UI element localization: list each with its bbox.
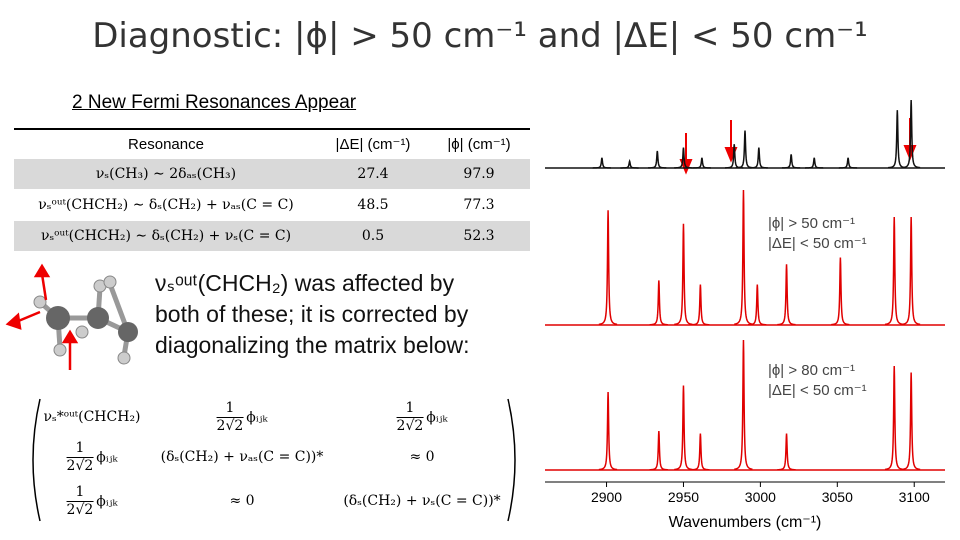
text-line: νₛᵒᵘᵗ(CHCH₂) was affected by (155, 268, 470, 299)
peak (691, 433, 710, 471)
peak (805, 157, 824, 169)
header-row: Resonance |ΔE| (cm⁻¹) |ϕ| (cm⁻¹) (14, 128, 530, 159)
peak (649, 280, 668, 326)
displacement-arrows (5, 263, 79, 370)
x-axis-label: Wavenumbers (cm⁻¹) (669, 514, 822, 531)
peak (674, 223, 693, 326)
peak (734, 339, 753, 471)
panel-label: |ϕ| > 50 cm⁻¹ (768, 215, 855, 232)
cell: 0.5 (318, 220, 428, 252)
peak (735, 130, 755, 169)
cell: 97.9 (428, 158, 530, 190)
text-line: both of these; it is corrected by (155, 301, 469, 327)
hydrogens (33, 275, 131, 365)
peak (648, 150, 667, 169)
peak (674, 385, 693, 471)
peak (598, 210, 618, 326)
peak (692, 157, 711, 169)
cell: 52.3 (428, 220, 530, 252)
peak (649, 430, 668, 471)
cell: 77.3 (428, 189, 530, 221)
atoms (46, 306, 138, 342)
x-tick-label: 3000 (745, 489, 776, 505)
peak (592, 157, 611, 169)
peak (598, 391, 618, 471)
cell: νₛ(CH₃) ∼ 2δₐₛ(CH₃) (14, 158, 318, 190)
slide-title: Diagnostic: |ϕ| > 50 cm⁻¹ and |ΔE| < 50 … (92, 16, 868, 56)
panel-label: |ϕ| > 80 cm⁻¹ (768, 362, 855, 379)
resonance-table: Resonance |ΔE| (cm⁻¹) |ϕ| (cm⁻¹) νₛ(CH₃)… (14, 128, 530, 252)
peak (838, 157, 858, 169)
peak (777, 433, 796, 471)
peak (901, 216, 921, 326)
subtitle: 2 New Fermi Resonances Appear (72, 92, 357, 113)
x-tick-label: 3100 (899, 489, 930, 505)
peak (749, 147, 768, 169)
x-tick-label: 2900 (591, 489, 622, 505)
peak (884, 216, 904, 326)
text: was affected by (294, 270, 455, 296)
header-cell: |ΔE| (cm⁻¹) (318, 128, 428, 159)
peak (674, 147, 693, 169)
cell: νₛᵒᵘᵗ(CHCH₂) ∼ δₛ(CH₂) + νₐₛ(C = C) (14, 189, 318, 221)
peak (888, 110, 907, 169)
molecule (5, 263, 138, 370)
body-text: νₛᵒᵘᵗ(CHCH₂) was affected by both of the… (155, 268, 470, 361)
panel-label: |ΔE| < 50 cm⁻¹ (768, 235, 867, 252)
peak (901, 372, 921, 471)
row: νₛᵒᵘᵗ(CHCH₂) ∼ δₛ(CH₂) + νₛ(C = C) 0.5 5… (14, 220, 530, 252)
peak (777, 264, 796, 326)
peak (831, 257, 850, 326)
matrix-brackets (32, 398, 516, 522)
cell: 48.5 (318, 189, 428, 221)
peak (884, 365, 904, 471)
peak (620, 158, 639, 169)
cell: 27.4 (318, 158, 428, 190)
peak (901, 99, 921, 169)
peak (691, 284, 710, 326)
panel-label: |ΔE| < 50 cm⁻¹ (768, 382, 867, 399)
header-cell: Resonance (14, 128, 318, 159)
peak (734, 189, 753, 325)
header-cell: |ϕ| (cm⁻¹) (428, 128, 530, 159)
peak (748, 284, 767, 326)
x-tick-label: 3050 (822, 489, 853, 505)
peak-arrows (679, 118, 917, 175)
row: νₛᵒᵘᵗ(CHCH₂) ∼ δₛ(CH₂) + νₐₛ(C = C) 48.5… (14, 189, 530, 221)
row: νₛ(CH₃) ∼ 2δₐₛ(CH₃) 27.4 97.9 (14, 158, 530, 190)
peak (781, 154, 801, 169)
text-line: diagonalizing the matrix below: (155, 332, 470, 358)
formula: νₛᵒᵘᵗ(CHCH₂) (155, 270, 289, 296)
cell: νₛᵒᵘᵗ(CHCH₂) ∼ δₛ(CH₂) + νₛ(C = C) (14, 220, 318, 252)
x-tick-label: 2950 (668, 489, 699, 505)
